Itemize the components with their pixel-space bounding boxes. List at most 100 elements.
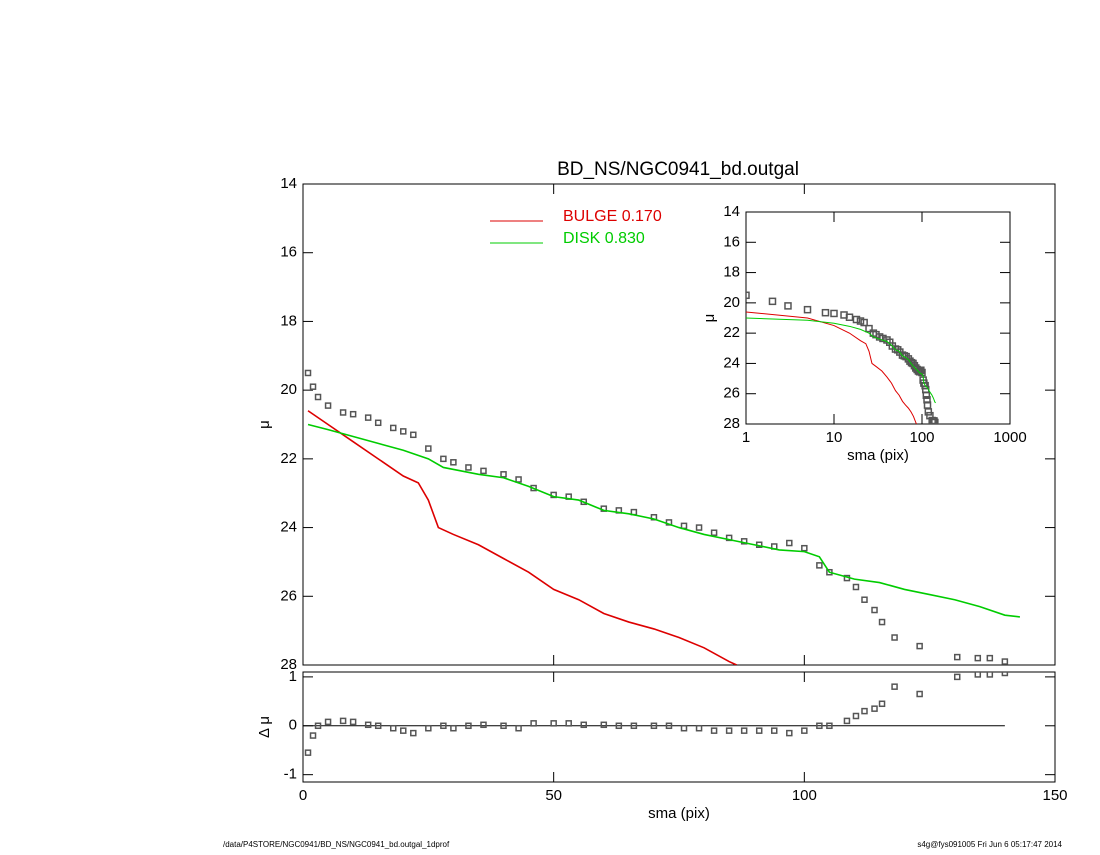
y-tick-label: 24 bbox=[280, 519, 297, 536]
data-point bbox=[861, 596, 868, 603]
model-line bbox=[746, 311, 917, 424]
data-point bbox=[324, 718, 332, 726]
x-axis-label: sma (pix) bbox=[847, 447, 909, 464]
data-point bbox=[860, 318, 868, 327]
model-line bbox=[307, 410, 737, 665]
data-point bbox=[786, 539, 793, 547]
x-tick-label: 150 bbox=[1042, 787, 1067, 804]
data-point bbox=[871, 606, 878, 614]
x-tick-label: 1 bbox=[742, 429, 750, 446]
y-tick-label: 1 bbox=[289, 668, 297, 685]
data-point bbox=[922, 391, 931, 399]
data-point bbox=[339, 409, 347, 416]
data-point bbox=[695, 724, 703, 732]
y-tick-label: 18 bbox=[280, 312, 297, 329]
data-point bbox=[465, 722, 472, 730]
plot-frame bbox=[302, 183, 1056, 666]
data-point bbox=[530, 720, 537, 727]
data-point bbox=[465, 464, 472, 471]
footer-left: /data/P4STORE/NGC0941/BD_NS/NGC0941_bd.o… bbox=[223, 840, 450, 849]
x-tick-label: 1000 bbox=[993, 429, 1026, 446]
data-point bbox=[974, 654, 982, 662]
data-point bbox=[314, 722, 322, 730]
data-point bbox=[339, 717, 347, 725]
data-point bbox=[515, 724, 522, 732]
y-tick-label: 28 bbox=[723, 415, 740, 432]
data-point bbox=[740, 538, 748, 545]
y-axis-label: Δ μ bbox=[256, 716, 273, 738]
y-tick-label: 0 bbox=[289, 717, 297, 734]
data-point bbox=[740, 727, 748, 734]
data-point bbox=[784, 302, 792, 310]
legend-label: BULGE 0.170 bbox=[563, 208, 662, 225]
data-point bbox=[615, 722, 623, 730]
data-point bbox=[400, 428, 407, 435]
data-point bbox=[364, 721, 372, 729]
data-point bbox=[830, 309, 838, 318]
data-point bbox=[878, 700, 886, 708]
data-point bbox=[680, 724, 688, 732]
y-axis-label: μ bbox=[256, 420, 273, 429]
y-tick-label: 28 bbox=[280, 656, 297, 673]
y-tick-label: 22 bbox=[280, 450, 297, 467]
y-tick-label: 22 bbox=[723, 324, 740, 341]
x-tick-label: 0 bbox=[299, 787, 307, 804]
data-point bbox=[374, 722, 382, 730]
plot-area bbox=[304, 369, 1021, 665]
data-point bbox=[309, 732, 317, 739]
data-point bbox=[843, 717, 851, 725]
data-point bbox=[550, 720, 557, 727]
y-tick-label: 24 bbox=[723, 354, 740, 371]
chart-title: BD_NS/NGC0941_bd.outgal bbox=[557, 159, 799, 180]
data-point bbox=[931, 418, 939, 424]
data-point bbox=[826, 722, 833, 730]
data-point bbox=[891, 683, 898, 690]
data-point bbox=[852, 315, 861, 324]
data-point bbox=[580, 721, 587, 729]
y-tick-label: 16 bbox=[280, 244, 297, 261]
y-tick-label: 20 bbox=[280, 381, 297, 398]
data-point bbox=[930, 417, 938, 424]
data-point bbox=[865, 324, 873, 333]
data-point bbox=[891, 634, 898, 641]
data-point bbox=[852, 583, 860, 591]
y-tick-label: 20 bbox=[723, 294, 740, 311]
legend-label: DISK 0.830 bbox=[563, 230, 645, 247]
data-point bbox=[924, 408, 933, 416]
data-point bbox=[410, 729, 417, 737]
data-point bbox=[565, 720, 572, 727]
y-tick-label: 16 bbox=[723, 233, 740, 250]
data-point bbox=[923, 401, 932, 409]
data-point bbox=[304, 369, 312, 377]
data-point bbox=[450, 724, 457, 732]
data-point bbox=[400, 727, 407, 734]
data-point bbox=[953, 653, 961, 661]
data-point bbox=[710, 529, 718, 536]
data-point bbox=[755, 727, 763, 734]
x-tick-label: 50 bbox=[545, 787, 562, 804]
data-point bbox=[500, 722, 507, 730]
data-point bbox=[845, 313, 854, 321]
data-point bbox=[953, 673, 961, 681]
data-point bbox=[725, 727, 733, 734]
data-point bbox=[450, 459, 457, 466]
data-point bbox=[852, 712, 860, 720]
data-point bbox=[349, 718, 357, 726]
y-tick-label: 26 bbox=[723, 385, 740, 402]
y-tick-label: 26 bbox=[280, 587, 297, 604]
x-tick-label: 10 bbox=[826, 429, 843, 446]
data-point bbox=[768, 297, 777, 306]
data-point bbox=[816, 722, 823, 730]
plot-area bbox=[303, 672, 1009, 756]
data-point bbox=[986, 654, 994, 662]
data-point bbox=[801, 727, 808, 734]
data-point bbox=[389, 724, 397, 732]
model-line bbox=[746, 317, 937, 404]
data-point bbox=[771, 727, 778, 734]
data-point bbox=[425, 724, 432, 732]
data-point bbox=[921, 381, 929, 390]
data-point bbox=[600, 721, 608, 729]
data-point bbox=[665, 722, 673, 730]
x-axis-label: sma (pix) bbox=[648, 805, 710, 822]
plot-frame bbox=[302, 671, 1056, 783]
